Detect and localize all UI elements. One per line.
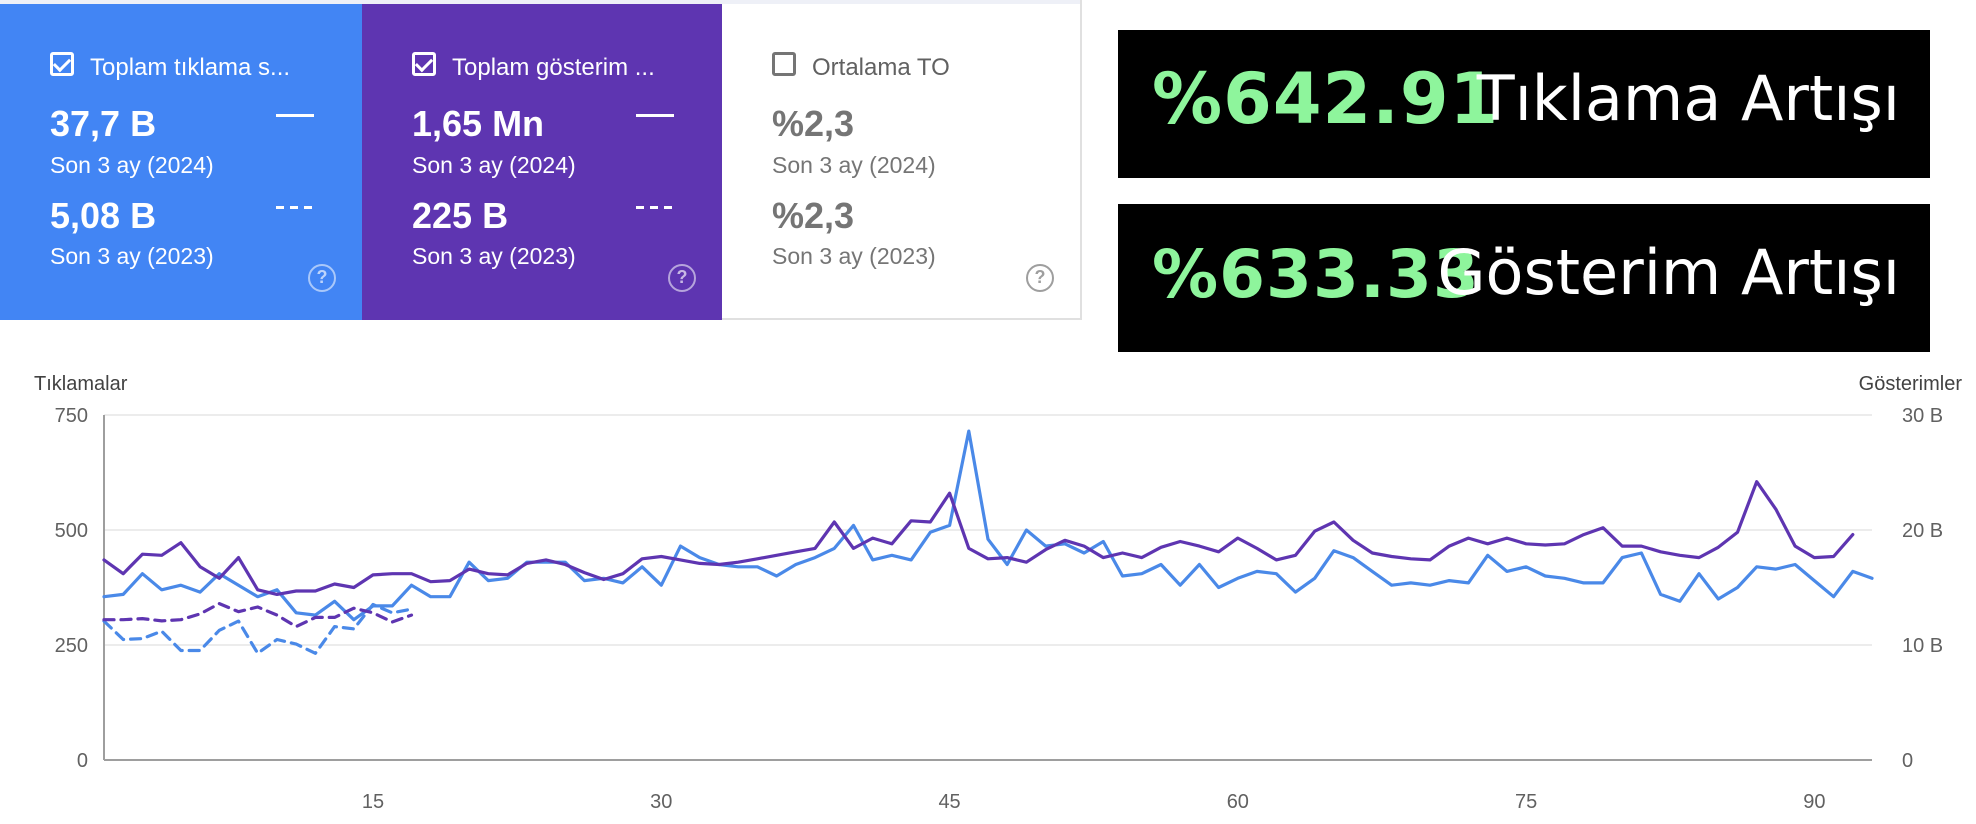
checkmark-icon <box>52 53 72 73</box>
impressions-increase-banner: %633.33 Gösterim Artışı <box>1118 204 1930 352</box>
solid-line-legend-icon <box>636 114 674 117</box>
chart-lines <box>102 429 1874 655</box>
help-icon[interactable]: ? <box>1026 264 1054 292</box>
y-right-tick-label: 20 B <box>1902 520 1943 542</box>
clicks-card[interactable]: Toplam tıklama s... 37,7 B Son 3 ay (202… <box>0 0 362 320</box>
previous-period: Son 3 ay (2023) <box>412 243 576 269</box>
clicks-increase-banner: %642.91 Tıklama Artışı <box>1118 30 1930 178</box>
chart-grid <box>103 414 1872 761</box>
impressions-increase-percent: %633.33 <box>1152 236 1480 313</box>
y-right-tick-label: 10 B <box>1902 635 1943 657</box>
card-top-border <box>0 0 362 4</box>
clicks-checkbox[interactable] <box>50 52 74 76</box>
card-top-border <box>362 0 722 4</box>
y-left-tick-label: 250 <box>55 635 88 657</box>
card-title: Ortalama TO <box>812 54 950 81</box>
x-tick-label: 15 <box>362 791 384 813</box>
current-value: 37,7 B <box>50 103 157 144</box>
impressions-increase-label: Gösterim Artışı <box>1437 236 1900 309</box>
ctr-card[interactable]: Ortalama TO %2,3 Son 3 ay (2024) %2,3 So… <box>722 0 1082 320</box>
previous-period: Son 3 ay (2023) <box>772 243 936 269</box>
clicks-increase-percent: %642.91 <box>1152 58 1500 140</box>
card-title: Toplam tıklama s... <box>90 54 291 81</box>
help-icon[interactable]: ? <box>668 264 696 292</box>
current-value: %2,3 <box>772 103 855 144</box>
impressions-checkbox[interactable] <box>412 52 436 76</box>
current-period: Son 3 ay (2024) <box>50 152 214 178</box>
y-left-tick-label: 500 <box>55 520 88 542</box>
x-tick-label: 90 <box>1803 791 1825 813</box>
solid-line-legend-icon <box>276 114 314 117</box>
card-top-border <box>722 0 1080 4</box>
current-period: Son 3 ay (2024) <box>412 152 576 178</box>
ctr-checkbox[interactable] <box>772 52 796 76</box>
x-tick-label: 45 <box>938 791 960 813</box>
current-value: 1,65 Mn <box>412 103 545 144</box>
dashed-line-legend-icon <box>636 206 674 209</box>
dashed-line-legend-icon <box>276 206 314 209</box>
help-icon[interactable]: ? <box>308 264 336 292</box>
performance-chart: 0 0 250 10 B 500 20 B 750 30 B 15 30 45 60 75 90 Tıkl… <box>34 373 1963 813</box>
previous-value: 5,08 B <box>50 195 157 236</box>
chart-ticks: 0 0 250 10 B 500 20 B 750 30 B 15 30 45 60 75 90 <box>55 405 1944 813</box>
series-line-clicks-solid <box>102 429 1874 622</box>
y-right-tick-label: 30 B <box>1902 405 1943 427</box>
clicks-increase-label: Tıklama Artışı <box>1476 62 1900 135</box>
y-axis-right-label: Gösterimler <box>1859 373 1963 395</box>
previous-period: Son 3 ay (2023) <box>50 243 214 269</box>
y-axis-left-label: Tıklamalar <box>34 373 128 395</box>
current-period: Son 3 ay (2024) <box>772 152 936 178</box>
x-tick-label: 75 <box>1515 791 1537 813</box>
x-tick-label: 30 <box>650 791 672 813</box>
card-title: Toplam gösterim ... <box>452 54 655 81</box>
y-left-tick-label: 750 <box>55 405 88 427</box>
series-line-impressions-dashed <box>102 602 414 629</box>
checkmark-icon <box>414 53 434 73</box>
y-right-tick-label: 0 <box>1902 750 1913 772</box>
previous-value: %2,3 <box>772 195 855 236</box>
previous-value: 225 B <box>412 195 509 236</box>
x-tick-label: 60 <box>1227 791 1249 813</box>
series-line-clicks-dashed <box>102 602 414 655</box>
impressions-card[interactable]: Toplam gösterim ... 1,65 Mn Son 3 ay (20… <box>362 0 722 320</box>
y-left-tick-label: 0 <box>77 750 88 772</box>
series-line-impressions-solid <box>102 480 1855 596</box>
